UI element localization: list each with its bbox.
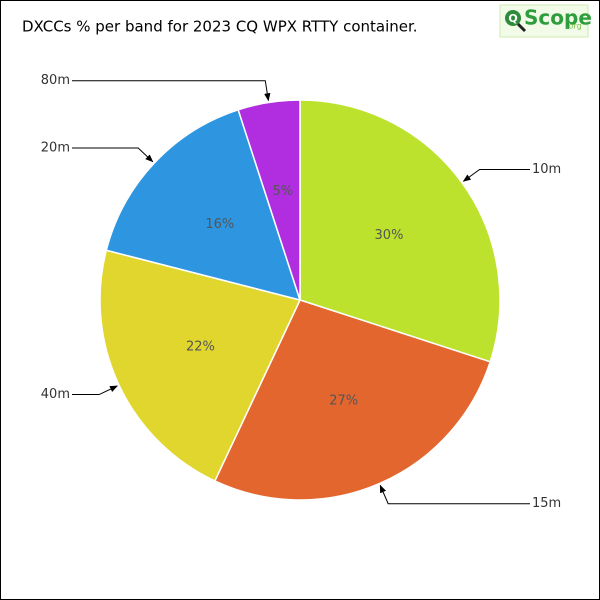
pie-slice <box>99 249 302 482</box>
logo-icon <box>505 10 521 26</box>
pie-slice <box>237 99 301 301</box>
logo-suffix: .org <box>566 22 582 31</box>
value-label: 5% <box>272 184 293 199</box>
callout <box>379 484 530 505</box>
category-label: 80m <box>41 73 70 88</box>
category-label: 20m <box>41 141 70 156</box>
value-label: 16% <box>205 217 234 232</box>
callout <box>72 385 118 396</box>
category-label: 40m <box>41 387 70 402</box>
category-label: 10m <box>532 162 561 177</box>
logo-name: Scope <box>524 6 592 30</box>
logo-mark: Q <box>508 12 517 25</box>
logo: Q Scope .org <box>499 4 592 38</box>
pie-slice <box>213 299 492 501</box>
pie-slice <box>105 108 302 302</box>
pie-slice <box>299 99 501 363</box>
chart-title: DXCCs % per band for 2023 CQ WPX RTTY co… <box>22 18 418 36</box>
value-label: 27% <box>329 393 358 408</box>
value-label: 22% <box>186 339 215 354</box>
category-label: 15m <box>532 496 561 511</box>
callout <box>72 147 154 163</box>
callout <box>462 169 530 182</box>
logo-handle <box>516 22 527 33</box>
value-label: 30% <box>375 228 404 243</box>
callout <box>72 80 271 102</box>
